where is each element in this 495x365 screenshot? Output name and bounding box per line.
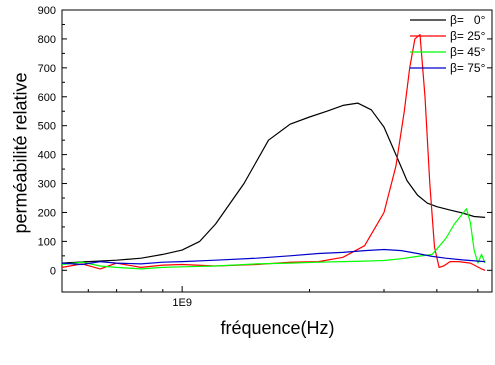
series-line-1 (61, 33, 486, 271)
y-axis-title: perméabilité relative (10, 72, 31, 234)
y-tick-label: 400 (38, 150, 56, 162)
y-tick-label: 600 (38, 92, 56, 104)
y-tick-label: 100 (38, 236, 56, 248)
legend-label-2: β= 45° (450, 45, 486, 59)
legend-label-0: β= 0° (450, 13, 486, 27)
y-tick-label: 300 (38, 179, 56, 191)
x-axis: 1E9 (87, 286, 479, 309)
series-line-2 (61, 208, 486, 270)
series-line-0 (61, 102, 486, 264)
y-tick-label: 0 (50, 265, 56, 277)
y-tick-label: 700 (38, 63, 56, 75)
x-tick-label: 1E9 (172, 297, 192, 309)
plot-frame (61, 9, 493, 293)
series-layer (61, 33, 486, 271)
y-tick-label: 200 (38, 207, 56, 219)
legend-label-1: β= 25° (450, 29, 486, 43)
series-line-3 (61, 248, 486, 266)
legend-label-3: β= 75° (450, 61, 486, 75)
y-axis: 0 100 200 300 400 500 600 700 800 900 (38, 5, 492, 277)
x-axis-title: fréquence(Hz) (220, 318, 335, 338)
legend: β= 0° β= 25° β= 45° β= 75° (410, 13, 486, 75)
y-tick-label: 900 (38, 5, 56, 17)
y-tick-label: 800 (38, 34, 56, 46)
y-tick-label: 500 (38, 121, 56, 133)
